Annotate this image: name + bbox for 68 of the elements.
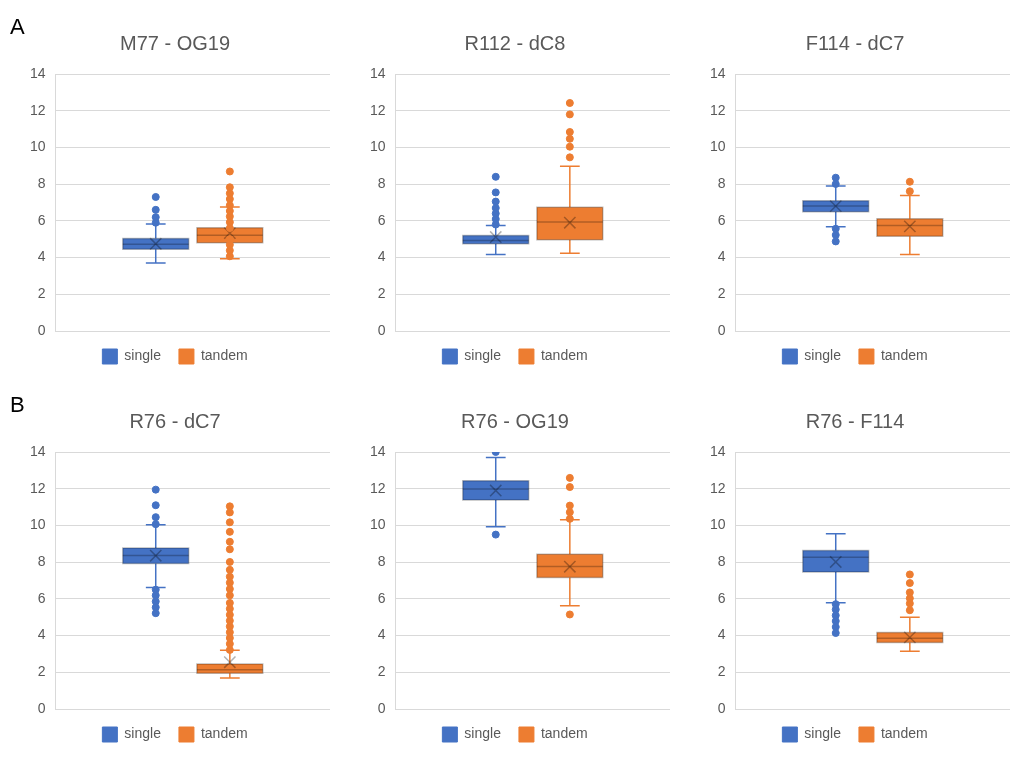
y-tick-label: 6	[377, 589, 386, 606]
y-tick-label: 4	[717, 626, 726, 643]
y-tick-label: 12	[29, 479, 46, 496]
y-tick-label: 12	[369, 479, 386, 496]
y-tick-label: 2	[377, 663, 386, 680]
chart-title: R76 - dC7	[129, 409, 221, 432]
y-tick-label: 4	[377, 626, 386, 643]
legend-label: tandem	[540, 347, 588, 364]
y-tick-label: 0	[377, 699, 386, 716]
legend-label: single	[124, 347, 162, 364]
legend-label: tandem	[880, 347, 928, 364]
chart-title: R76 - OG19	[461, 409, 569, 432]
y-tick-label: 12	[709, 101, 726, 118]
legend-label: single	[464, 347, 502, 364]
y-tick-label: 6	[377, 211, 386, 228]
legend-label: single	[124, 725, 162, 742]
chart-title: R112 - dC8	[464, 31, 566, 54]
legend-label: single	[804, 725, 842, 742]
y-tick-label: 12	[369, 101, 386, 118]
y-tick-label: 14	[369, 442, 386, 459]
y-tick-label: 6	[717, 589, 726, 606]
chart-title: F114 - dC7	[805, 31, 905, 54]
legend-label: tandem	[880, 725, 928, 742]
y-tick-label: 8	[717, 553, 726, 569]
y-tick-label: 8	[37, 553, 46, 569]
text: A	[10, 14, 25, 40]
y-tick-label: 0	[377, 321, 386, 338]
y-tick-label: 14	[709, 64, 726, 81]
y-tick-label: 8	[717, 175, 726, 191]
y-tick-label: 14	[29, 64, 46, 81]
y-tick-label: 2	[717, 285, 726, 302]
y-tick-label: 12	[29, 101, 46, 118]
y-tick-label: 0	[37, 699, 46, 716]
legend-label: tandem	[200, 347, 248, 364]
legend-label: single	[464, 725, 502, 742]
y-tick-label: 8	[37, 175, 46, 191]
y-tick-label: 6	[717, 211, 726, 228]
text: B	[10, 392, 25, 418]
y-tick-label: 10	[369, 516, 386, 533]
y-tick-label: 4	[717, 248, 726, 265]
y-tick-label: 6	[37, 211, 46, 228]
legend-label: tandem	[540, 725, 588, 742]
y-tick-label: 12	[709, 479, 726, 496]
y-tick-label: 2	[377, 285, 386, 302]
y-tick-label: 10	[369, 138, 386, 155]
y-tick-label: 2	[37, 663, 46, 680]
y-tick-label: 10	[709, 516, 726, 533]
y-tick-label: 8	[377, 553, 386, 569]
y-tick-label: 2	[37, 285, 46, 302]
y-tick-label: 14	[709, 442, 726, 459]
y-tick-label: 2	[717, 663, 726, 680]
y-tick-label: 14	[29, 442, 46, 459]
y-tick-label: 0	[717, 321, 726, 338]
y-tick-label: 10	[29, 516, 46, 533]
y-tick-label: 4	[37, 248, 46, 265]
y-tick-label: 4	[377, 248, 386, 265]
chart-title: M77 - OG19	[119, 31, 231, 54]
y-tick-label: 14	[369, 64, 386, 81]
legend-label: single	[804, 347, 842, 364]
y-tick-label: 8	[377, 175, 386, 191]
chart-title: R76 - F114	[805, 409, 905, 432]
y-tick-label: 0	[717, 699, 726, 716]
y-tick-label: 4	[37, 626, 46, 643]
y-tick-label: 10	[709, 138, 726, 155]
y-tick-label: 10	[29, 138, 46, 155]
y-tick-label: 6	[37, 589, 46, 606]
y-tick-label: 0	[37, 321, 46, 338]
legend-label: tandem	[200, 725, 248, 742]
